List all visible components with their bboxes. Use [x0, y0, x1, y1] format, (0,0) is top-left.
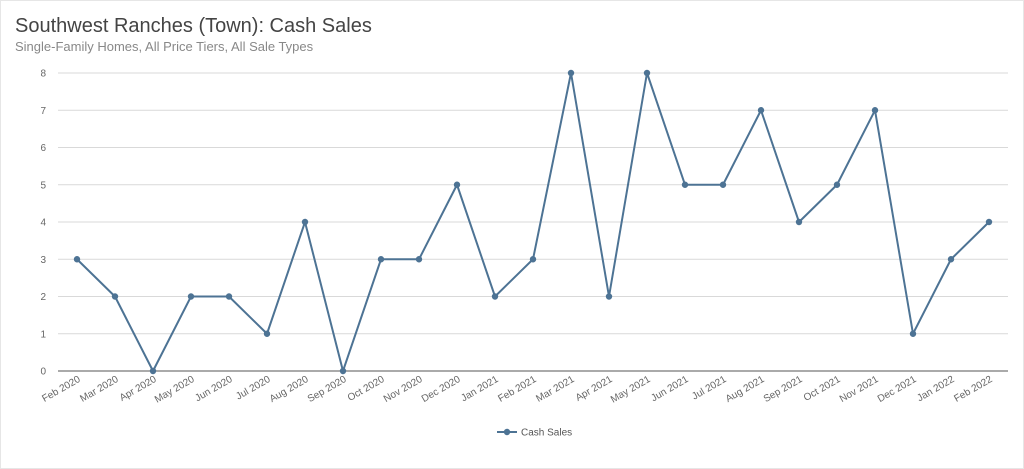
- x-tick-label: Mar 2021: [534, 374, 576, 405]
- y-tick-label: 1: [40, 329, 46, 340]
- x-tick-label: Nov 2021: [838, 374, 881, 405]
- legend[interactable]: Cash Sales: [497, 428, 572, 439]
- x-tick-label: Apr 2020: [118, 374, 159, 404]
- data-point[interactable]: [681, 181, 689, 188]
- series-cash-sales: [73, 69, 993, 375]
- data-point[interactable]: [643, 69, 651, 77]
- x-tick-label: Oct 2020: [346, 374, 387, 404]
- data-point[interactable]: [719, 181, 727, 188]
- x-tick-label: Mar 2020: [78, 374, 120, 405]
- x-tick-label: Feb 2021: [496, 374, 538, 405]
- x-tick-label: Jul 2020: [234, 374, 273, 403]
- legend-label[interactable]: Cash Sales: [521, 428, 572, 439]
- data-point[interactable]: [567, 69, 575, 77]
- x-tick-label: Aug 2021: [724, 374, 767, 405]
- gridlines: [58, 72, 1008, 372]
- y-tick-label: 0: [40, 367, 46, 378]
- x-tick-label: Jan 2022: [915, 374, 957, 404]
- x-tick-label: Jan 2021: [459, 374, 501, 404]
- data-point[interactable]: [529, 256, 537, 263]
- y-axis-ticks: 0 1 2 3 4 5 6 7 8: [40, 69, 46, 378]
- data-point[interactable]: [263, 330, 271, 337]
- data-point[interactable]: [909, 330, 917, 337]
- data-point[interactable]: [985, 218, 993, 226]
- x-tick-label: Sep 2021: [762, 374, 805, 405]
- data-point[interactable]: [73, 256, 81, 263]
- data-point[interactable]: [301, 218, 309, 226]
- legend-marker: [503, 428, 511, 436]
- x-tick-label: Feb 2022: [952, 374, 994, 405]
- y-tick-label: 3: [40, 255, 46, 266]
- y-tick-label: 5: [40, 180, 46, 191]
- x-tick-label: May 2020: [153, 374, 197, 406]
- x-tick-label: May 2021: [609, 374, 653, 406]
- data-point[interactable]: [491, 293, 499, 300]
- y-tick-label: 4: [40, 218, 46, 229]
- x-tick-label: Aug 2020: [268, 374, 311, 405]
- data-point[interactable]: [757, 107, 765, 114]
- x-tick-label: Feb 2020: [40, 374, 82, 405]
- x-tick-label: Dec 2021: [876, 374, 919, 405]
- data-point[interactable]: [111, 293, 119, 300]
- y-tick-label: 2: [40, 292, 46, 303]
- x-tick-label: Jun 2021: [649, 374, 691, 404]
- x-tick-label: Nov 2020: [382, 374, 425, 405]
- x-tick-label: Apr 2021: [574, 374, 615, 404]
- data-point[interactable]: [605, 293, 613, 300]
- data-point[interactable]: [149, 367, 157, 375]
- data-point[interactable]: [795, 218, 803, 226]
- x-tick-label: Dec 2020: [420, 374, 463, 405]
- chart-subtitle: Single-Family Homes, All Price Tiers, Al…: [15, 39, 314, 54]
- data-point[interactable]: [377, 256, 385, 263]
- y-tick-label: 6: [40, 143, 46, 154]
- y-tick-label: 7: [40, 106, 46, 117]
- x-tick-label: Jul 2021: [690, 374, 729, 403]
- data-point[interactable]: [947, 256, 955, 263]
- data-point[interactable]: [339, 367, 347, 375]
- data-point[interactable]: [833, 181, 841, 188]
- data-point[interactable]: [225, 293, 233, 300]
- x-tick-label: Oct 2021: [802, 374, 843, 404]
- chart-title: Southwest Ranches (Town): Cash Sales: [15, 15, 372, 37]
- y-tick-label: 8: [40, 69, 46, 80]
- data-point[interactable]: [415, 256, 423, 263]
- x-tick-label: Sep 2020: [306, 374, 349, 405]
- data-point[interactable]: [453, 181, 461, 188]
- data-point[interactable]: [871, 107, 879, 114]
- x-tick-label: Jun 2020: [193, 374, 235, 404]
- data-point[interactable]: [187, 293, 195, 300]
